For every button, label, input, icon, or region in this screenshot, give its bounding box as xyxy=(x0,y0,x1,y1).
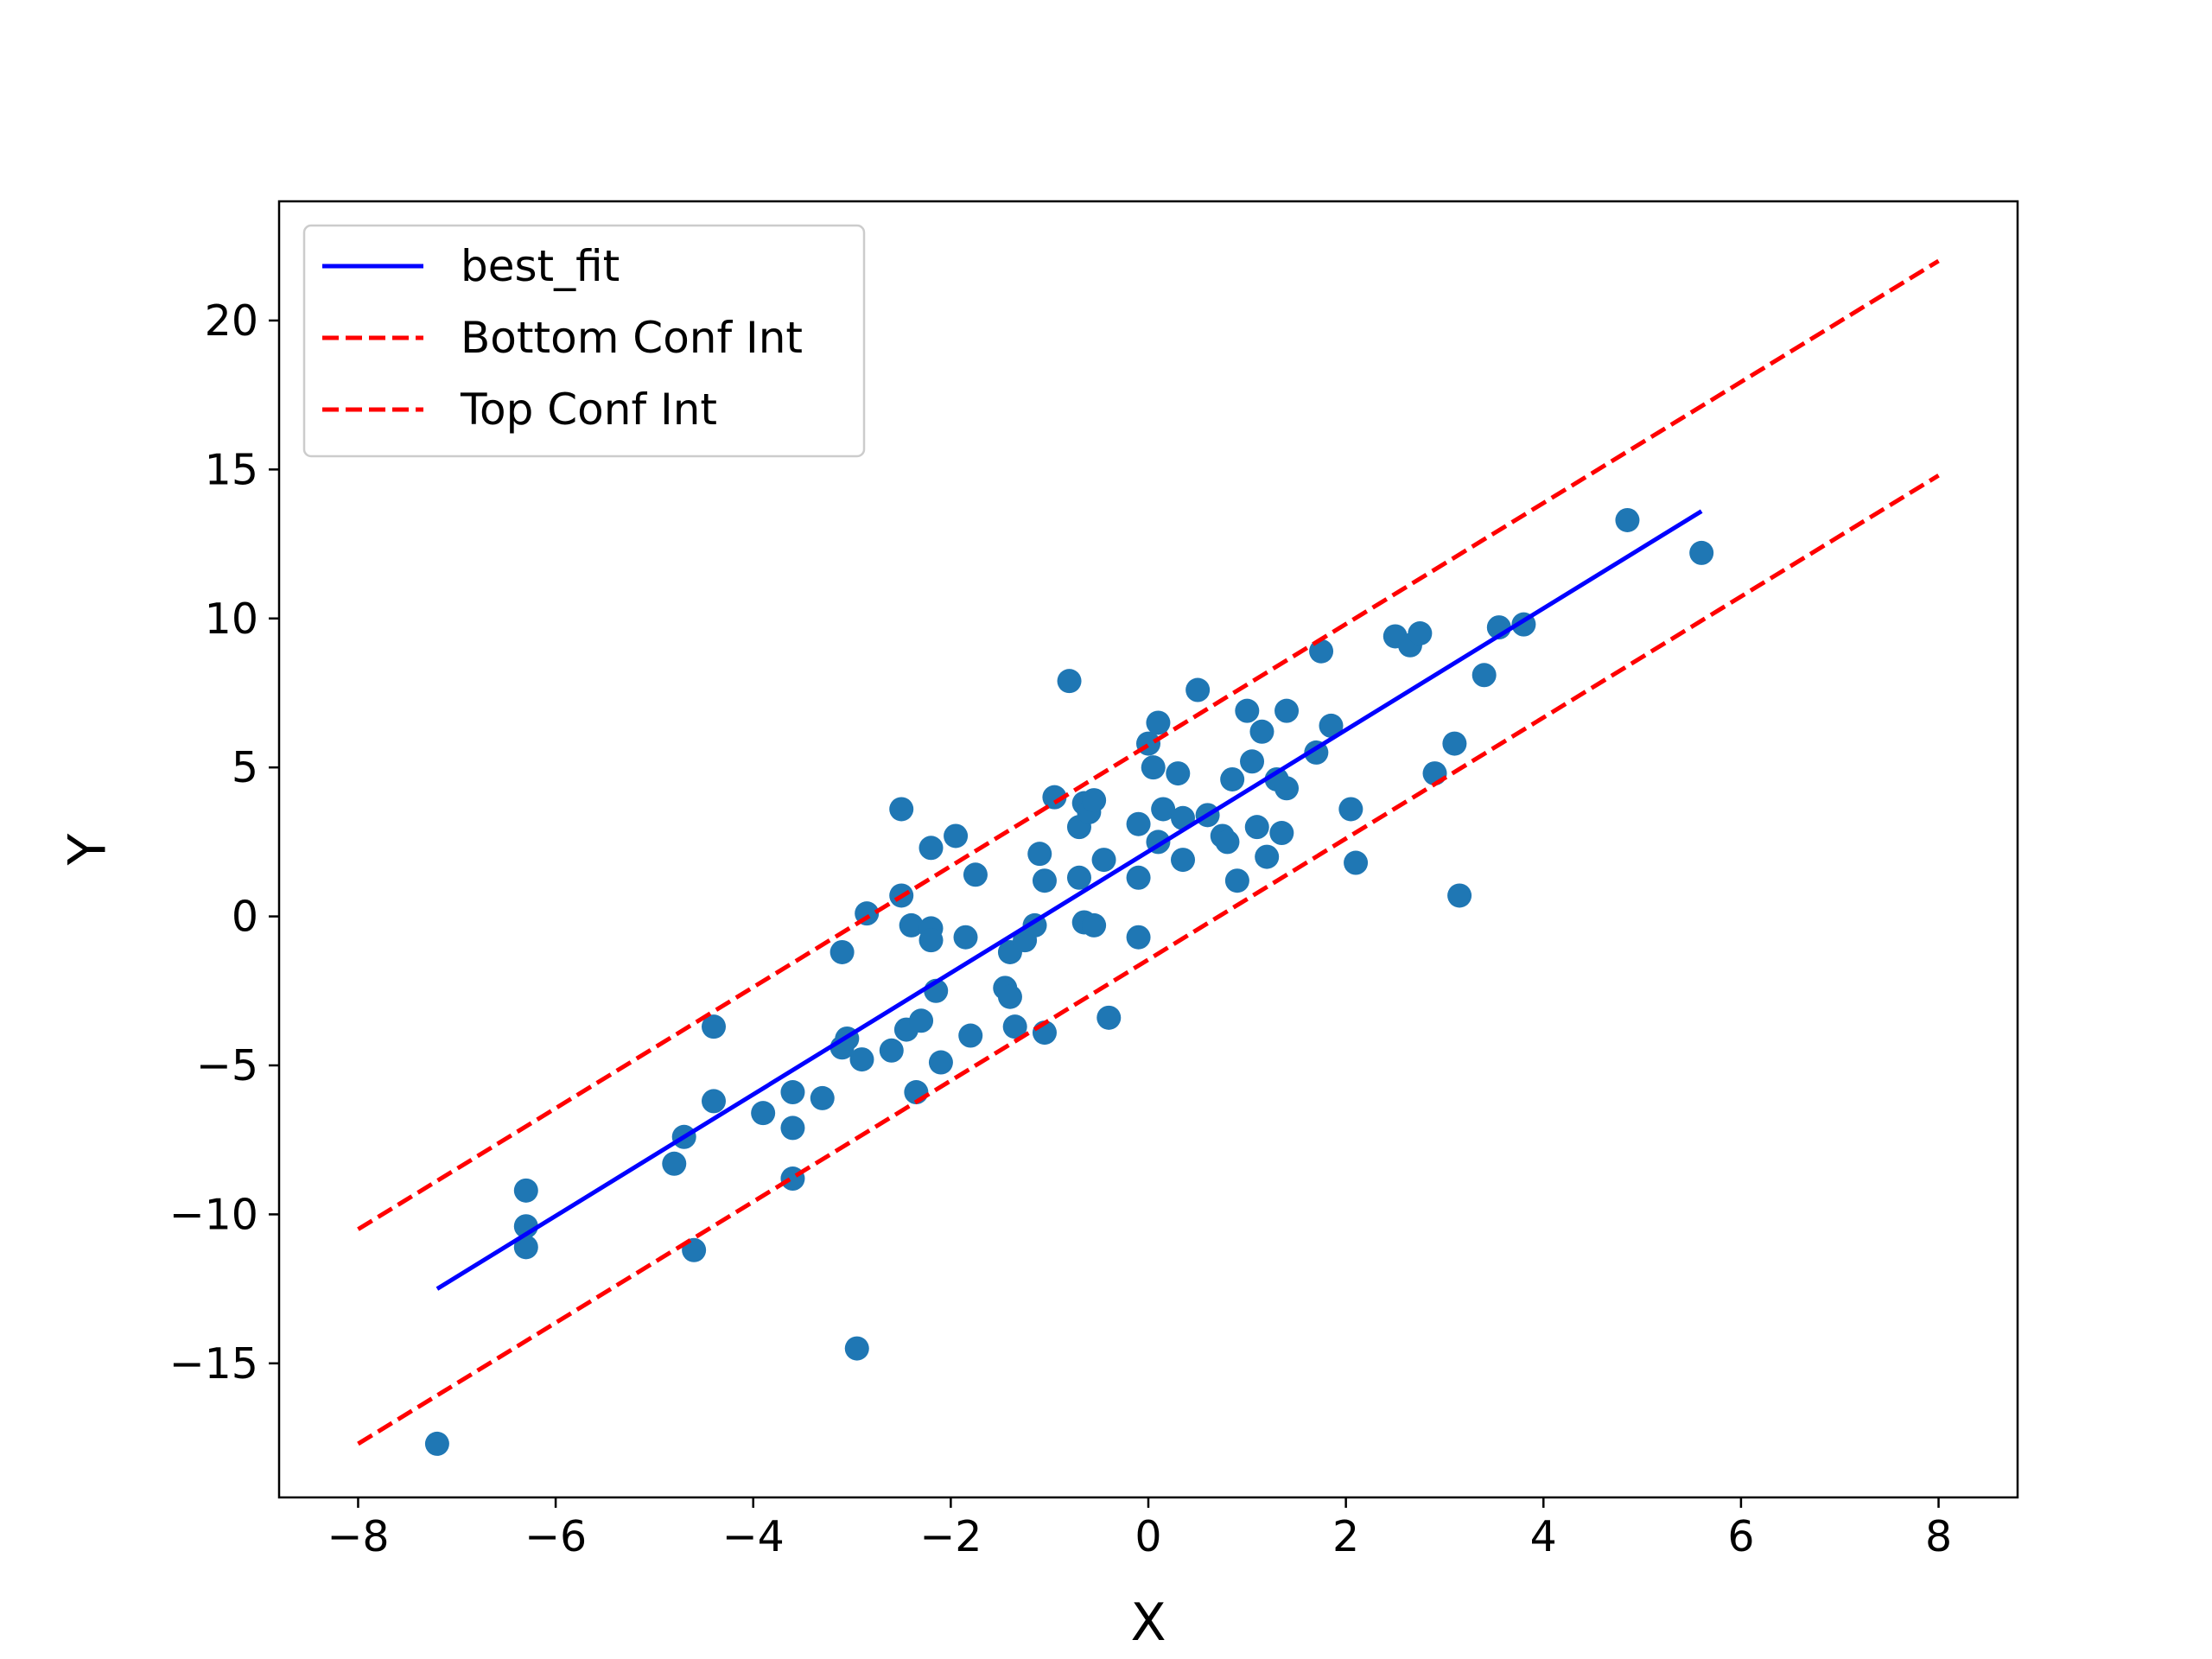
scatter-point xyxy=(830,939,855,964)
scatter-point xyxy=(1002,1014,1027,1039)
scatter-point xyxy=(1185,677,1211,702)
scatter-point xyxy=(1141,755,1166,780)
scatter-point xyxy=(513,1178,538,1203)
scatter-point xyxy=(1689,540,1714,565)
scatter-point xyxy=(997,984,1022,1009)
scatter-point xyxy=(810,1085,835,1110)
x-tick-label: −6 xyxy=(524,1512,587,1561)
scatter-point xyxy=(702,1089,726,1114)
legend-label: best_fit xyxy=(461,241,620,291)
scatter-point xyxy=(1338,797,1363,822)
scatter-point xyxy=(879,1038,904,1063)
scatter-point xyxy=(1471,663,1497,688)
scatter-point xyxy=(1126,925,1151,950)
y-tick-label: −15 xyxy=(169,1339,258,1389)
legend-box xyxy=(302,224,866,458)
scatter-point xyxy=(918,928,944,953)
series-line-3 xyxy=(357,258,1940,1231)
y-axis-label: Y xyxy=(58,833,118,866)
scatter-point xyxy=(1274,776,1300,801)
scatter-point xyxy=(1447,883,1472,908)
y-tick-label: −5 xyxy=(196,1041,258,1090)
x-tick-label: 0 xyxy=(1135,1512,1161,1561)
scatter-point xyxy=(1096,1005,1122,1030)
scatter-point xyxy=(1082,912,1107,938)
scatter-point xyxy=(1269,821,1294,846)
x-tick-label: 4 xyxy=(1530,1512,1557,1561)
x-tick-label: −8 xyxy=(327,1512,389,1561)
scatter-point xyxy=(1615,507,1640,532)
scatter-point xyxy=(662,1151,687,1176)
legend-label: Bottom Conf Int xyxy=(461,313,803,363)
y-tick-label: 5 xyxy=(232,743,258,792)
y-tick-label: 10 xyxy=(205,594,258,644)
x-axis-label: X xyxy=(1130,1592,1166,1653)
scatter-point xyxy=(963,862,988,887)
scatter-point xyxy=(1442,731,1467,756)
x-tick-label: −4 xyxy=(722,1512,785,1561)
scatter-point xyxy=(953,925,978,950)
scatter-point xyxy=(1126,811,1151,836)
scatter-point xyxy=(928,1050,953,1075)
scatter-point xyxy=(1220,766,1245,791)
scatter-point xyxy=(780,1116,805,1141)
scatter-point xyxy=(702,1014,726,1039)
scatter-point xyxy=(1151,797,1176,822)
series-line-1 xyxy=(435,509,1703,1291)
scatter-point xyxy=(918,836,944,861)
scatter-point xyxy=(424,1431,449,1456)
scatter-point xyxy=(1408,621,1433,645)
scatter-point xyxy=(1274,698,1300,723)
y-tick-label: 20 xyxy=(205,296,258,346)
scatter-point xyxy=(1171,848,1196,873)
scatter-point xyxy=(1224,868,1249,893)
scatter-point xyxy=(1344,850,1369,875)
scatter-point xyxy=(1091,848,1116,873)
scatter-point xyxy=(958,1023,983,1048)
scatter-point xyxy=(889,797,914,822)
scatter-point xyxy=(1244,815,1269,840)
x-tick-label: 2 xyxy=(1332,1512,1359,1561)
fit-lines xyxy=(357,258,1940,1446)
scatter-point xyxy=(1066,865,1091,890)
series-line-2 xyxy=(357,474,1940,1446)
scatter-point xyxy=(1032,868,1057,893)
scatter-point xyxy=(751,1101,776,1126)
scatter-point xyxy=(1319,713,1344,738)
scatter-point xyxy=(780,1080,805,1105)
y-axis-ticks: −15 −10 −5 0 5 10 15 20 xyxy=(169,296,279,1389)
scatter-point xyxy=(1146,710,1171,735)
x-tick-label: −2 xyxy=(919,1512,982,1561)
scatter-point xyxy=(1126,865,1151,890)
scatter-point xyxy=(1255,844,1280,869)
scatter-point xyxy=(513,1235,538,1260)
legend: best_fit Bottom Conf Int Top Conf Int xyxy=(302,224,866,458)
scatter-point xyxy=(1215,830,1240,855)
scatter-point xyxy=(849,1047,874,1072)
scatter-point xyxy=(1082,788,1107,813)
scatter-point xyxy=(1166,761,1191,786)
x-tick-label: 6 xyxy=(1727,1512,1754,1561)
scatter-point xyxy=(844,1336,869,1361)
scatter-point xyxy=(1249,719,1274,744)
scatter-point xyxy=(899,912,924,938)
scatter-point xyxy=(1240,749,1265,774)
legend-label: Top Conf Int xyxy=(460,385,717,435)
y-tick-label: −10 xyxy=(169,1190,258,1239)
x-axis-ticks: −8 −6 −4 −2 0 2 4 6 8 xyxy=(327,1497,1952,1561)
y-tick-label: 15 xyxy=(205,445,258,494)
scatter-point xyxy=(944,823,969,849)
y-tick-label: 0 xyxy=(232,893,258,942)
scatter-point xyxy=(1235,698,1260,723)
scatter-point xyxy=(1042,785,1067,810)
scatter-point xyxy=(909,1008,934,1033)
scatter-point xyxy=(1057,669,1082,694)
x-tick-label: 8 xyxy=(1925,1512,1952,1561)
scatter-point xyxy=(1027,842,1052,867)
